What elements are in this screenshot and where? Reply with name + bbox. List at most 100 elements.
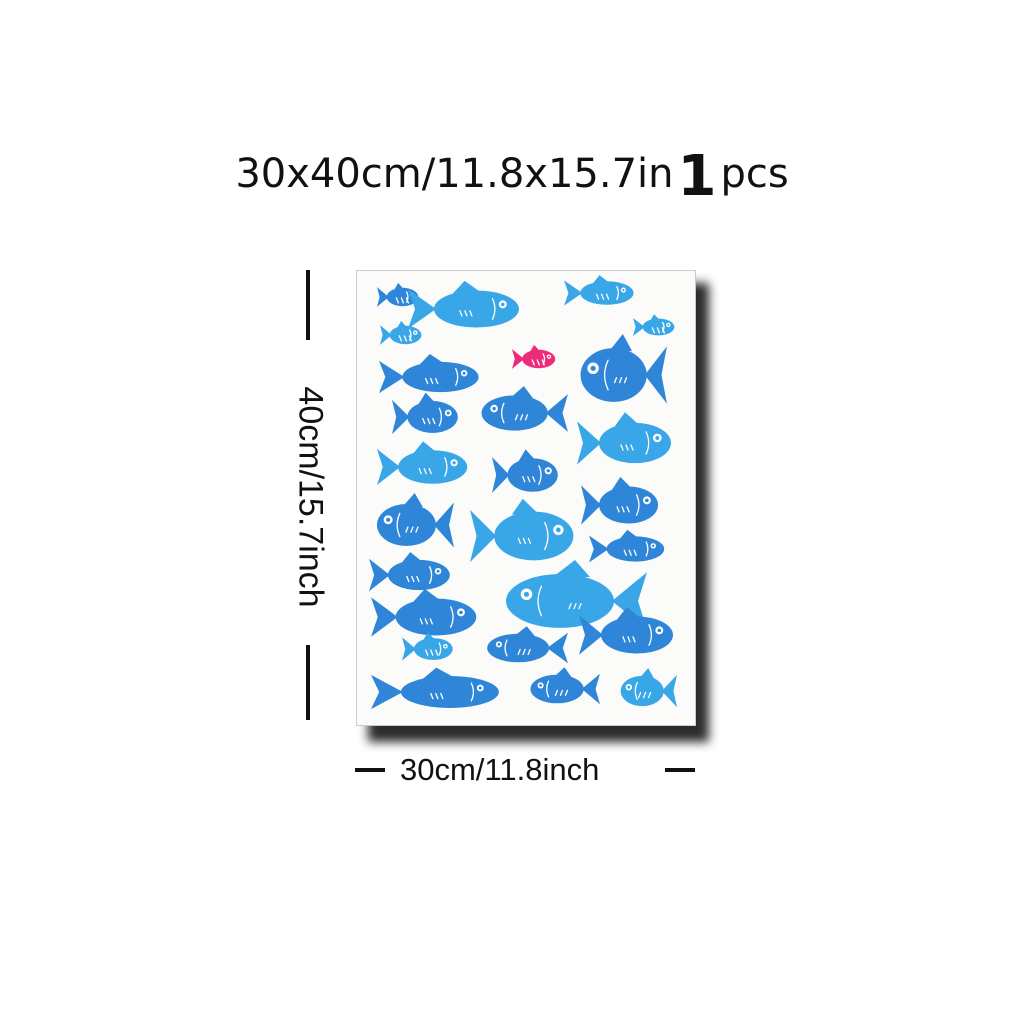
fish-6 bbox=[512, 344, 556, 369]
fish-scale bbox=[418, 468, 422, 475]
fish-scale bbox=[595, 293, 600, 300]
fish-pupil bbox=[444, 645, 447, 648]
fish-scale bbox=[632, 636, 636, 643]
fish-body bbox=[433, 290, 519, 328]
fish-artwork bbox=[369, 275, 677, 710]
fish-scale bbox=[626, 506, 630, 513]
fish-pupil bbox=[478, 686, 482, 690]
fish-fin bbox=[529, 344, 541, 353]
fish-19 bbox=[506, 560, 647, 630]
fish-scale bbox=[536, 359, 540, 366]
fish-2 bbox=[408, 280, 519, 329]
fish-pupil bbox=[590, 365, 596, 371]
fish-scale bbox=[459, 310, 463, 317]
fish-scale bbox=[430, 692, 434, 700]
fish-body bbox=[395, 598, 477, 636]
fish-body bbox=[407, 401, 458, 433]
fish-scale bbox=[559, 689, 564, 697]
fish-scale bbox=[647, 691, 652, 699]
fish-scale bbox=[405, 297, 410, 304]
height-dimension-line-bottom bbox=[306, 645, 310, 720]
fish-fin bbox=[609, 334, 633, 352]
fish-fin bbox=[418, 392, 436, 405]
fish-body bbox=[580, 348, 647, 402]
fish-26 bbox=[620, 667, 677, 708]
fish-pupil bbox=[462, 371, 466, 375]
fish-body bbox=[494, 511, 574, 561]
fish-scale bbox=[514, 414, 519, 421]
fish-scale bbox=[522, 648, 526, 656]
fish-5 bbox=[380, 320, 422, 345]
fish-scale bbox=[408, 335, 413, 342]
fish-scale bbox=[564, 689, 569, 697]
fish-scale bbox=[395, 297, 400, 304]
fish-scale bbox=[522, 476, 526, 483]
fish-scale bbox=[429, 618, 433, 625]
fish-scale bbox=[422, 417, 426, 425]
fish-pupil bbox=[627, 685, 631, 689]
fish-scale bbox=[440, 692, 444, 700]
width-dimension-line-left bbox=[355, 768, 385, 772]
fish-scale bbox=[628, 549, 632, 556]
fish-body bbox=[413, 638, 453, 660]
fish-14 bbox=[581, 476, 659, 525]
fish-tail bbox=[589, 535, 609, 563]
fish-body bbox=[376, 504, 436, 546]
fish-scale bbox=[621, 506, 625, 513]
fish-scale bbox=[651, 327, 656, 334]
fish-scale bbox=[517, 648, 521, 656]
fish-tail bbox=[377, 449, 401, 485]
fish-tail bbox=[371, 674, 403, 710]
fish-scale bbox=[661, 327, 666, 334]
fish-fin bbox=[649, 314, 661, 322]
fish-scale bbox=[625, 444, 629, 451]
fish-scale bbox=[618, 377, 623, 384]
fish-scale bbox=[405, 526, 409, 533]
fish-scale bbox=[573, 603, 577, 610]
fish-tail bbox=[470, 509, 497, 563]
fish-scale bbox=[656, 327, 661, 334]
fish-10 bbox=[481, 386, 568, 432]
fish-scale bbox=[419, 618, 423, 625]
fish-gill bbox=[491, 298, 496, 320]
fish-tail bbox=[369, 558, 390, 592]
fish-tail bbox=[402, 637, 416, 661]
fish-scale bbox=[531, 359, 535, 366]
fish-tail bbox=[547, 632, 568, 664]
fish-body bbox=[599, 486, 659, 524]
fish-scale bbox=[517, 537, 522, 545]
fish-scale bbox=[541, 359, 545, 366]
fish-scale bbox=[527, 537, 532, 545]
fish-body bbox=[507, 458, 558, 492]
fish-gill bbox=[450, 606, 454, 628]
fish-scale bbox=[424, 377, 429, 385]
fish-scale bbox=[622, 636, 626, 643]
fish-gill bbox=[501, 402, 505, 424]
fish-scale bbox=[527, 648, 531, 656]
fish-tail bbox=[512, 349, 525, 369]
fish-scale bbox=[415, 526, 419, 533]
fish-gill bbox=[455, 368, 459, 386]
fish-tail bbox=[661, 674, 677, 708]
poster bbox=[356, 270, 696, 726]
fish-body bbox=[487, 633, 550, 663]
fish-20 bbox=[371, 588, 477, 637]
fish-body bbox=[530, 674, 584, 704]
fish-tail bbox=[577, 421, 601, 465]
fish-4 bbox=[633, 314, 675, 336]
fish-scale bbox=[620, 444, 624, 451]
fish-tail bbox=[545, 394, 568, 432]
fish-gill bbox=[438, 407, 443, 427]
fish-tail bbox=[492, 457, 510, 493]
fish-11 bbox=[577, 412, 671, 465]
fish-gill bbox=[546, 680, 550, 698]
fish-fin bbox=[396, 320, 408, 329]
fish-tail bbox=[579, 615, 603, 655]
fish-18 bbox=[369, 551, 450, 592]
fish-gill bbox=[537, 585, 543, 617]
fish-pupil bbox=[452, 461, 456, 465]
fish-7 bbox=[379, 353, 479, 394]
fish-scale bbox=[403, 335, 408, 342]
fish-scale bbox=[627, 636, 631, 643]
fish-scale bbox=[430, 649, 434, 656]
